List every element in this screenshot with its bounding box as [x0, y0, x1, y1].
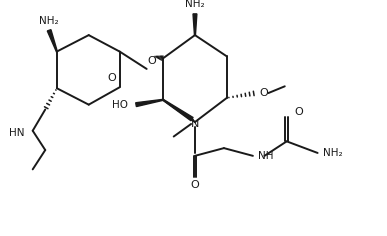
- Text: O: O: [147, 56, 156, 66]
- Text: O: O: [295, 107, 303, 117]
- Text: O: O: [190, 180, 199, 190]
- Text: O: O: [107, 73, 116, 83]
- Text: NH₂: NH₂: [185, 0, 205, 9]
- Text: NH₂: NH₂: [324, 148, 343, 158]
- Text: NH: NH: [258, 151, 273, 161]
- Text: HN: HN: [9, 128, 25, 138]
- Polygon shape: [47, 30, 57, 52]
- Polygon shape: [163, 99, 193, 121]
- Text: O: O: [259, 88, 268, 98]
- Polygon shape: [193, 14, 197, 35]
- Text: HO: HO: [112, 100, 128, 110]
- Text: NH₂: NH₂: [39, 16, 59, 26]
- Text: N: N: [191, 119, 199, 129]
- Polygon shape: [136, 99, 163, 107]
